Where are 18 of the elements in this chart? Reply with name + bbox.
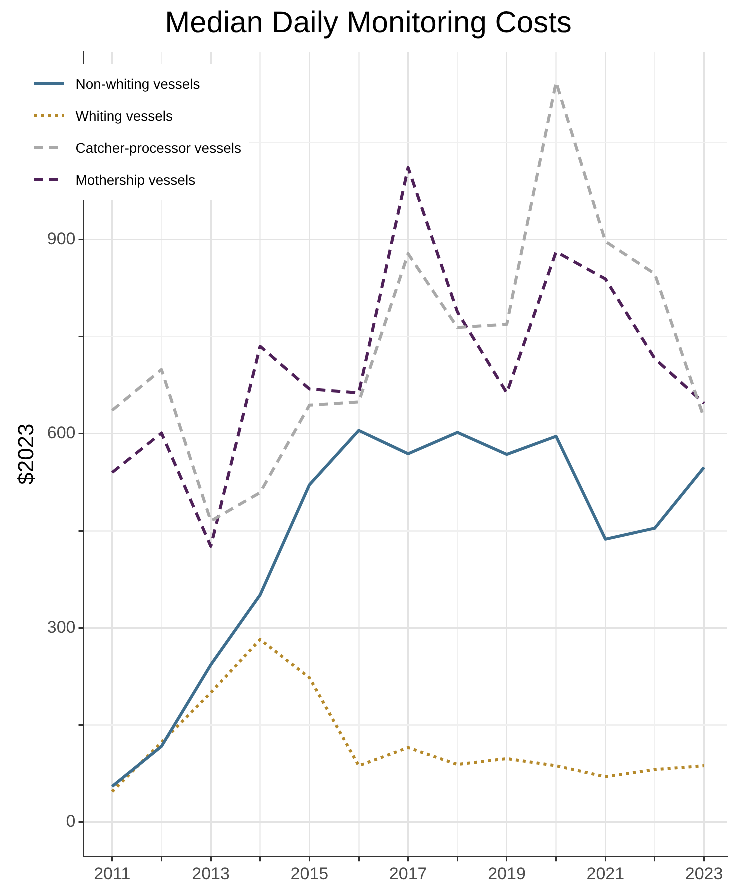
y-tick-label: 600 [47, 424, 76, 443]
x-tick-label: 2015 [290, 864, 329, 884]
x-tick-label: 2013 [192, 864, 230, 884]
legend-label: Non-whiting vessels [76, 76, 200, 92]
x-tick-label: 2023 [685, 864, 724, 884]
legend-label: Whiting vessels [76, 108, 174, 124]
y-tick-label: 0 [66, 812, 76, 831]
legend-label: Mothership vessels [76, 172, 196, 188]
line-series [110, 638, 706, 794]
y-tick-label: 300 [47, 618, 76, 637]
y-tick-label: 900 [47, 229, 76, 248]
x-tick-label: 2019 [488, 864, 526, 884]
x-tick-label: 2017 [389, 864, 428, 884]
x-tick-label: 2011 [94, 864, 131, 884]
y-axis-title: $2023 [13, 424, 38, 485]
x-tick-label: 2021 [586, 864, 625, 884]
chart-title: Median Daily Monitoring Costs [165, 6, 572, 40]
legend-label: Catcher-processor vessels [76, 140, 242, 156]
